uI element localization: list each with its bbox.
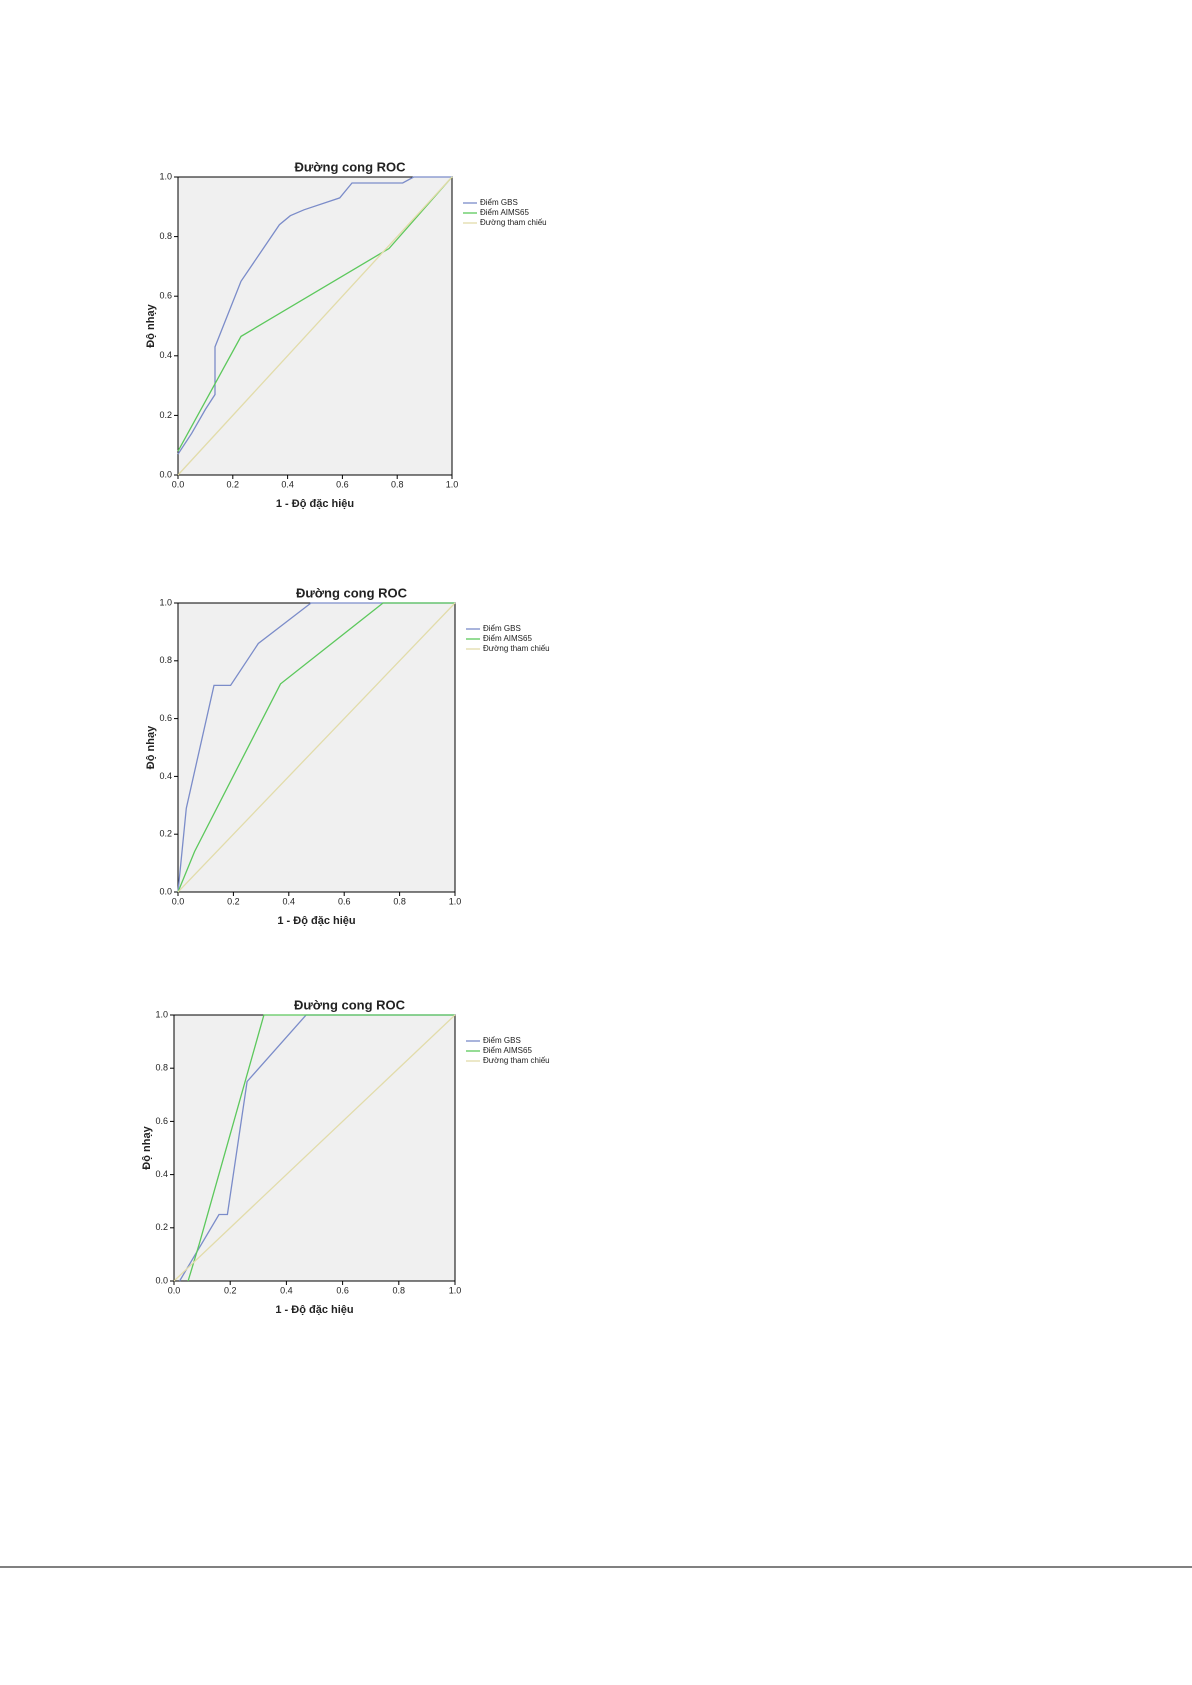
y-axis-label: Độ nhạy bbox=[145, 725, 157, 769]
roc-line bbox=[177, 176, 453, 452]
x-axis-label: 1 - Độ đặc hiệu bbox=[277, 915, 355, 927]
legend-label: Đường tham chiếu bbox=[483, 644, 550, 653]
y-tick-label: 0.8 bbox=[159, 655, 172, 665]
legend-label: Điểm AIMS65 bbox=[483, 634, 532, 643]
y-tick-label: 0.8 bbox=[159, 231, 172, 241]
x-tick-label: 0.6 bbox=[338, 896, 351, 906]
x-tick-label: 0.2 bbox=[227, 896, 240, 906]
chart-title: Đường cong ROC bbox=[294, 159, 406, 174]
legend-label: Điểm GBS bbox=[480, 198, 518, 207]
y-tick-label: 1.0 bbox=[159, 597, 172, 607]
x-tick-label: 0.6 bbox=[336, 479, 349, 489]
y-tick-label: 1.0 bbox=[155, 1009, 168, 1019]
x-tick-label: 0.2 bbox=[224, 1285, 237, 1295]
legend-label: Đường tham chiếu bbox=[480, 218, 547, 227]
chart-title: Đường cong ROC bbox=[294, 997, 406, 1012]
x-tick-label: 0.0 bbox=[172, 896, 185, 906]
legend-label: Đường tham chiếu bbox=[483, 1056, 550, 1065]
y-tick-label: 0.8 bbox=[155, 1063, 168, 1073]
x-tick-label: 1.0 bbox=[449, 1285, 462, 1295]
x-tick-label: 0.4 bbox=[280, 1285, 293, 1295]
y-tick-label: 0.4 bbox=[159, 771, 172, 781]
y-tick-label: 0.0 bbox=[159, 886, 172, 896]
y-axis-label: Độ nhạy bbox=[141, 1125, 153, 1169]
y-tick-label: 0.0 bbox=[155, 1275, 168, 1285]
roc-line bbox=[177, 176, 452, 455]
y-tick-label: 0.0 bbox=[159, 469, 172, 479]
y-tick-label: 0.4 bbox=[155, 1169, 168, 1179]
x-tick-label: 0.2 bbox=[227, 479, 240, 489]
x-tick-label: 0.0 bbox=[172, 479, 185, 489]
x-tick-label: 0.8 bbox=[393, 896, 406, 906]
x-tick-label: 0.4 bbox=[281, 479, 294, 489]
x-tick-label: 0.4 bbox=[283, 896, 296, 906]
x-tick-label: 0.8 bbox=[391, 479, 404, 489]
x-tick-label: 1.0 bbox=[446, 479, 459, 489]
roc-line bbox=[177, 176, 453, 476]
chart-title: Đường cong ROC bbox=[296, 585, 408, 600]
y-tick-label: 0.6 bbox=[159, 713, 172, 723]
x-tick-label: 0.0 bbox=[168, 1285, 181, 1295]
roc-line bbox=[177, 602, 455, 893]
y-axis-label: Độ nhạy bbox=[145, 303, 157, 347]
legend-label: Điểm GBS bbox=[483, 1036, 521, 1045]
y-tick-label: 0.2 bbox=[159, 829, 172, 839]
roc-line bbox=[173, 1014, 456, 1282]
roc-line bbox=[177, 602, 456, 893]
y-tick-label: 1.0 bbox=[159, 171, 172, 181]
y-tick-label: 0.6 bbox=[155, 1116, 168, 1126]
x-axis-label: 1 - Độ đặc hiệu bbox=[276, 498, 354, 510]
legend-label: Điểm AIMS65 bbox=[483, 1046, 532, 1055]
y-tick-label: 0.6 bbox=[159, 291, 172, 301]
x-tick-label: 1.0 bbox=[449, 896, 462, 906]
x-axis-label: 1 - Độ đặc hiệu bbox=[275, 1304, 353, 1316]
y-tick-label: 0.2 bbox=[155, 1222, 168, 1232]
x-tick-label: 0.6 bbox=[336, 1285, 349, 1295]
x-tick-label: 0.8 bbox=[393, 1285, 406, 1295]
y-tick-label: 0.2 bbox=[159, 410, 172, 420]
legend-label: Điểm GBS bbox=[483, 624, 521, 633]
y-tick-label: 0.4 bbox=[159, 350, 172, 360]
legend-label: Điểm AIMS65 bbox=[480, 208, 529, 217]
roc-line bbox=[177, 602, 455, 893]
